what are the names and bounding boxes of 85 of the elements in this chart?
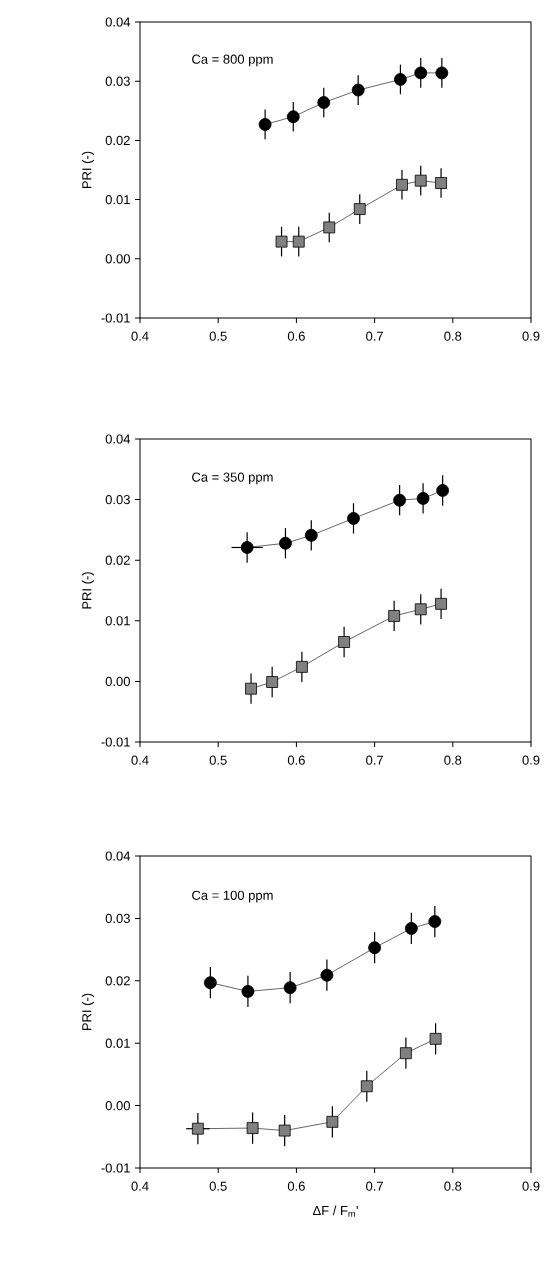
y-tick-label: -0.01	[101, 737, 130, 747]
point	[279, 536, 292, 550]
point	[353, 203, 366, 215]
point	[266, 676, 279, 688]
x-tick-label: 0.8	[444, 331, 462, 341]
point	[317, 96, 331, 109]
point	[414, 174, 427, 187]
point	[203, 976, 217, 990]
point	[435, 597, 447, 610]
point	[241, 985, 255, 998]
point	[278, 1124, 291, 1137]
point	[286, 110, 300, 124]
point	[396, 178, 408, 191]
x-tick-label: 0.7	[366, 331, 383, 341]
y-axis-title: PRI (-)	[81, 151, 94, 189]
point	[436, 484, 450, 497]
y-tick-label: 0.04	[105, 434, 131, 444]
point	[393, 493, 407, 507]
x-tick-label: 0.6	[287, 1181, 305, 1191]
y-tick-label: 0.04	[105, 851, 131, 861]
point	[414, 603, 427, 616]
point	[351, 83, 365, 97]
y-tick-label: 0.04	[105, 17, 131, 27]
annotation: Ca = 100 ppm	[192, 890, 273, 903]
point	[404, 921, 418, 935]
point	[414, 66, 428, 80]
x-tick-label: 0.8	[444, 1181, 462, 1191]
y-tick-label: -0.01	[101, 313, 130, 323]
y-tick-label: 0.01	[105, 616, 130, 626]
point	[246, 1122, 259, 1134]
point	[435, 66, 449, 80]
x-tick-label: 0.9	[522, 331, 540, 341]
annotation: Ca = 350 ppm	[192, 472, 273, 485]
point	[399, 1047, 412, 1060]
x-tick-label: 0.7	[366, 1181, 383, 1191]
y-tick-label: 0.01	[105, 1038, 130, 1048]
point	[295, 660, 308, 673]
point	[258, 118, 272, 131]
point	[435, 177, 447, 189]
y-tick-label: 0.00	[105, 676, 130, 686]
x-tick-label: 0.6	[287, 331, 305, 341]
x-tick-label: 0.6	[287, 755, 305, 765]
x-tick-label: 0.4	[131, 1181, 149, 1191]
point	[275, 235, 288, 248]
point	[245, 682, 257, 695]
point	[368, 941, 381, 955]
y-tick-label: 0.03	[105, 913, 130, 924]
x-tick-label: 0.5	[209, 755, 227, 765]
point	[304, 528, 318, 542]
y-tick-label: 0.02	[105, 555, 130, 565]
y-tick-label: 0.02	[105, 976, 130, 986]
point	[338, 636, 351, 648]
point	[326, 1115, 339, 1128]
point	[360, 1080, 373, 1093]
x-tick-label: 0.4	[131, 755, 149, 765]
y-tick-label: 0.00	[105, 254, 130, 264]
point	[323, 221, 336, 234]
x-tick-label: 0.4	[131, 331, 149, 341]
point	[428, 915, 442, 928]
y-axis-title: PRI (-)	[81, 572, 94, 609]
y-tick-label: 0.02	[105, 135, 130, 145]
point	[347, 511, 360, 525]
point	[191, 1122, 204, 1135]
x-tick-label: 0.8	[444, 755, 462, 765]
y-axis-title: PRI (-)	[81, 993, 94, 1031]
x-tick-label: 0.9	[522, 755, 540, 765]
x-tick-label: 0.5	[209, 1181, 227, 1191]
y-tick-label: 0.01	[105, 195, 130, 205]
annotation: Ca = 800 ppm	[192, 54, 273, 67]
point	[416, 491, 430, 505]
x-tick-label: 0.7	[366, 755, 383, 765]
y-tick-label: 0.03	[105, 76, 130, 86]
point	[320, 968, 334, 982]
point	[240, 541, 254, 554]
x-axis-title: ΔF / F$_{m}$'	[312, 1205, 358, 1217]
y-tick-label: 0.00	[105, 1101, 130, 1111]
point	[429, 1032, 442, 1045]
x-tick-label: 0.9	[522, 1181, 540, 1191]
point	[292, 235, 305, 248]
point	[388, 610, 401, 622]
point	[394, 73, 407, 86]
y-tick-label: -0.01	[101, 1163, 130, 1173]
point	[283, 981, 297, 995]
x-tick-label: 0.5	[209, 331, 227, 341]
y-tick-label: 0.03	[105, 495, 130, 505]
